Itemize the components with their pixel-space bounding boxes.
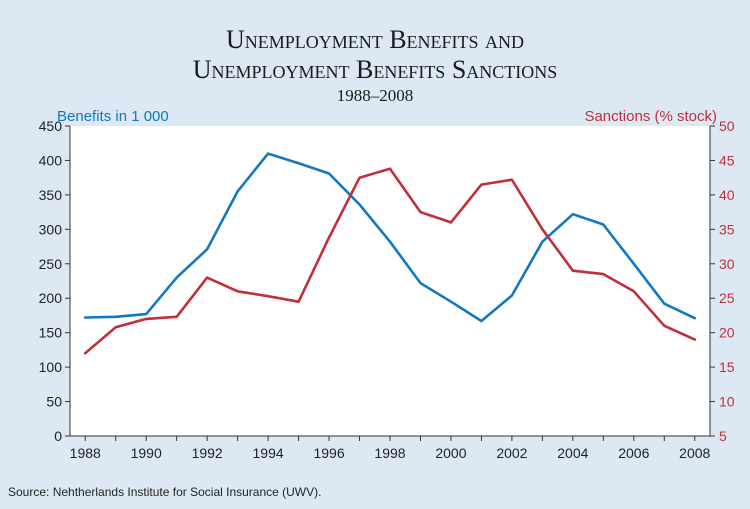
x-tick-label: 1996 xyxy=(313,445,344,461)
left-y-tick-label: 350 xyxy=(39,187,63,203)
right-y-tick-label: 50 xyxy=(719,118,735,134)
right-y-tick-label: 35 xyxy=(719,221,735,237)
x-tick-label: 1998 xyxy=(374,445,405,461)
x-tick-label: 1988 xyxy=(70,445,101,461)
x-tick-label: 2008 xyxy=(679,445,710,461)
left-y-tick-label: 450 xyxy=(39,118,63,134)
right-y-tick-label: 25 xyxy=(719,290,735,306)
right-y-tick-label: 15 xyxy=(719,359,735,375)
right-y-tick-label: 45 xyxy=(719,152,735,168)
left-y-tick-label: 0 xyxy=(54,428,62,444)
left-y-tick-label: 250 xyxy=(39,256,63,272)
left-y-tick-label: 100 xyxy=(39,359,63,375)
x-tick-label: 2004 xyxy=(557,445,588,461)
left-y-tick-label: 400 xyxy=(39,152,63,168)
right-y-tick-label: 40 xyxy=(719,187,735,203)
x-tick-label: 1994 xyxy=(253,445,284,461)
left-y-tick-label: 300 xyxy=(39,221,63,237)
chart-title-line-1: Unemployment Benefits and xyxy=(225,25,525,54)
x-tick-label: 2002 xyxy=(496,445,527,461)
sanctions-line xyxy=(83,167,697,355)
x-tick-label: 1992 xyxy=(192,445,223,461)
right-y-tick-label: 10 xyxy=(719,394,735,410)
source-note: Source: Nehtherlands Institute for Socia… xyxy=(8,485,322,499)
left-axis-label: Benefits in 1 000 xyxy=(57,108,169,125)
right-axis-label: Sanctions (% stock) xyxy=(584,108,717,125)
x-tick-label: 2006 xyxy=(618,445,649,461)
benefits-line xyxy=(83,152,697,323)
left-y-tick-label: 200 xyxy=(39,290,63,306)
x-tick-label: 2000 xyxy=(435,445,466,461)
plot-background xyxy=(70,126,710,436)
x-tick-label: 1990 xyxy=(131,445,162,461)
chart-title-line-2: Unemployment Benefits Sanctions xyxy=(192,55,558,84)
right-y-tick-label: 30 xyxy=(719,256,735,272)
right-y-tick-label: 5 xyxy=(719,428,727,444)
left-y-tick-label: 150 xyxy=(39,325,63,341)
chart-subtitle: 1988–2008 xyxy=(336,86,414,105)
left-y-tick-label: 50 xyxy=(46,394,62,410)
right-y-tick-label: 20 xyxy=(719,325,735,341)
